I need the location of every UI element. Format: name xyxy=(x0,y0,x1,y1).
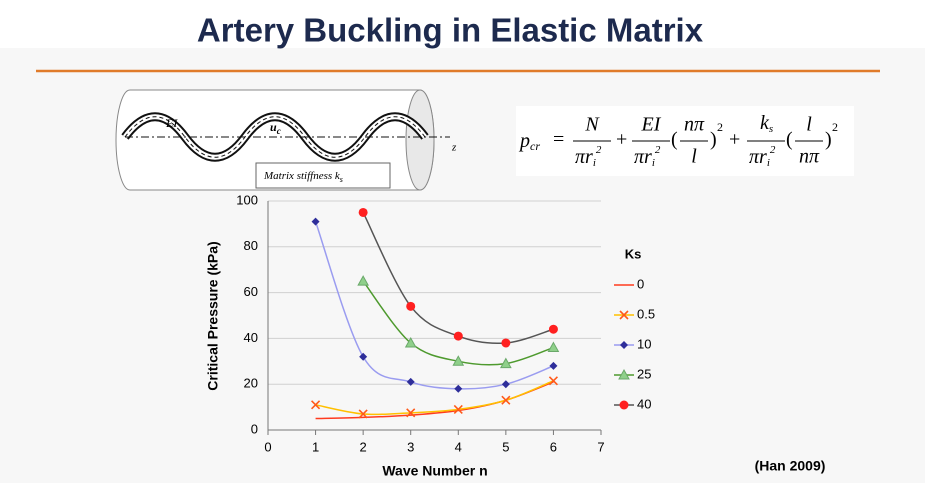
artery-diagram: EI uc z Matrix stiffness ks xyxy=(115,89,457,191)
f-plus: + xyxy=(616,129,627,151)
f-two: 2 xyxy=(655,144,661,156)
x-tick-label: 3 xyxy=(407,439,414,454)
marker xyxy=(404,336,417,348)
marker xyxy=(618,368,630,380)
f-sq: 2 xyxy=(717,120,723,134)
f-lhs: pcr xyxy=(518,130,540,153)
legend-label: 0 xyxy=(637,276,644,291)
f-two: 2 xyxy=(770,144,776,156)
marker xyxy=(619,400,629,410)
marker xyxy=(501,338,511,348)
cylinder-end xyxy=(405,89,435,191)
artery-centerline xyxy=(124,116,426,158)
f-two: 2 xyxy=(596,144,602,156)
marker xyxy=(619,310,629,320)
f-i: i xyxy=(767,157,770,169)
marker xyxy=(406,377,415,386)
f-plus: + xyxy=(729,129,740,151)
f-l: l xyxy=(806,114,812,136)
marker xyxy=(406,408,416,418)
legend-title: Ks xyxy=(625,246,642,261)
f-den2: πri2 xyxy=(634,144,661,169)
marker xyxy=(453,331,463,341)
marker xyxy=(548,376,558,386)
marker xyxy=(454,384,463,393)
u-label: uc xyxy=(270,120,281,136)
f-s: s xyxy=(769,123,773,135)
f-n: N xyxy=(584,114,600,136)
f-open: ( xyxy=(671,129,678,151)
marker xyxy=(311,217,320,226)
slide-title: Artery Buckling in Elastic Matrix xyxy=(197,12,704,49)
marker xyxy=(620,341,628,349)
f-i: i xyxy=(593,157,596,169)
x-tick-label: 0 xyxy=(264,439,271,454)
f-pir: πr xyxy=(749,146,767,168)
marker xyxy=(501,380,510,389)
u-text: u xyxy=(270,120,277,134)
x-tick-label: 2 xyxy=(360,439,367,454)
f-close: ) xyxy=(710,129,717,151)
y-tick-label: 60 xyxy=(244,284,258,299)
matrix-label: Matrix stiffness ks xyxy=(263,170,343,184)
marker xyxy=(406,301,416,311)
x-tick-label: 6 xyxy=(550,439,557,454)
f-npi: nπ xyxy=(684,114,705,136)
marker xyxy=(358,409,368,419)
marker xyxy=(549,361,558,370)
f-npi: nπ xyxy=(799,146,820,168)
f-k: k xyxy=(760,112,770,134)
f-ks: ks xyxy=(760,112,773,135)
u-sub: c xyxy=(277,126,281,136)
matrix-sub: s xyxy=(340,175,343,184)
marker xyxy=(358,207,368,217)
f-close: ) xyxy=(825,129,832,151)
y-tick-label: 100 xyxy=(236,192,258,207)
x-tick-label: 5 xyxy=(502,439,509,454)
f-den1: πri2 xyxy=(575,144,602,169)
marker xyxy=(359,352,368,361)
matrix-box xyxy=(255,162,391,189)
f-cr: cr xyxy=(530,139,540,153)
y-tick-label: 80 xyxy=(244,238,258,253)
marker xyxy=(547,341,560,353)
x-axis-title: Wave Number n xyxy=(382,463,487,479)
formula: pcr = N πri2 + EI πri2 ( nπ l ) 2 + ks π… xyxy=(516,106,854,176)
series-line xyxy=(315,380,554,416)
f-sq: 2 xyxy=(832,120,838,134)
f-pir: πr xyxy=(634,146,652,168)
z-label: z xyxy=(451,142,457,154)
marker xyxy=(501,395,511,405)
f-pir: πr xyxy=(575,146,593,168)
f-den3: πri2 xyxy=(749,144,776,169)
f-ei: EI xyxy=(641,114,662,136)
f-p: p xyxy=(518,130,530,152)
legend-label: 25 xyxy=(637,366,651,381)
matrix-text: Matrix stiffness k xyxy=(263,170,341,182)
ei-label: EI xyxy=(165,116,178,130)
x-tick-label: 7 xyxy=(597,439,604,454)
marker xyxy=(453,404,463,414)
f-l: l xyxy=(691,146,697,168)
y-tick-label: 40 xyxy=(244,330,258,345)
legend-label: 0.5 xyxy=(637,306,655,321)
marker xyxy=(548,324,558,334)
y-tick-label: 0 xyxy=(251,421,258,436)
f-i: i xyxy=(652,157,655,169)
marker xyxy=(452,355,465,366)
y-tick-label: 20 xyxy=(244,376,258,391)
marker xyxy=(357,275,369,286)
legend-label: 10 xyxy=(637,336,651,351)
y-axis-title: Critical Pressure (kPa) xyxy=(205,241,221,390)
x-tick-label: 4 xyxy=(455,439,462,454)
f-eq: = xyxy=(553,129,564,151)
f-open: ( xyxy=(786,129,793,151)
legend-label: 40 xyxy=(637,396,651,411)
marker xyxy=(311,400,321,410)
marker xyxy=(500,357,512,369)
citation: (Han 2009) xyxy=(755,458,826,474)
x-tick-label: 1 xyxy=(312,439,319,454)
